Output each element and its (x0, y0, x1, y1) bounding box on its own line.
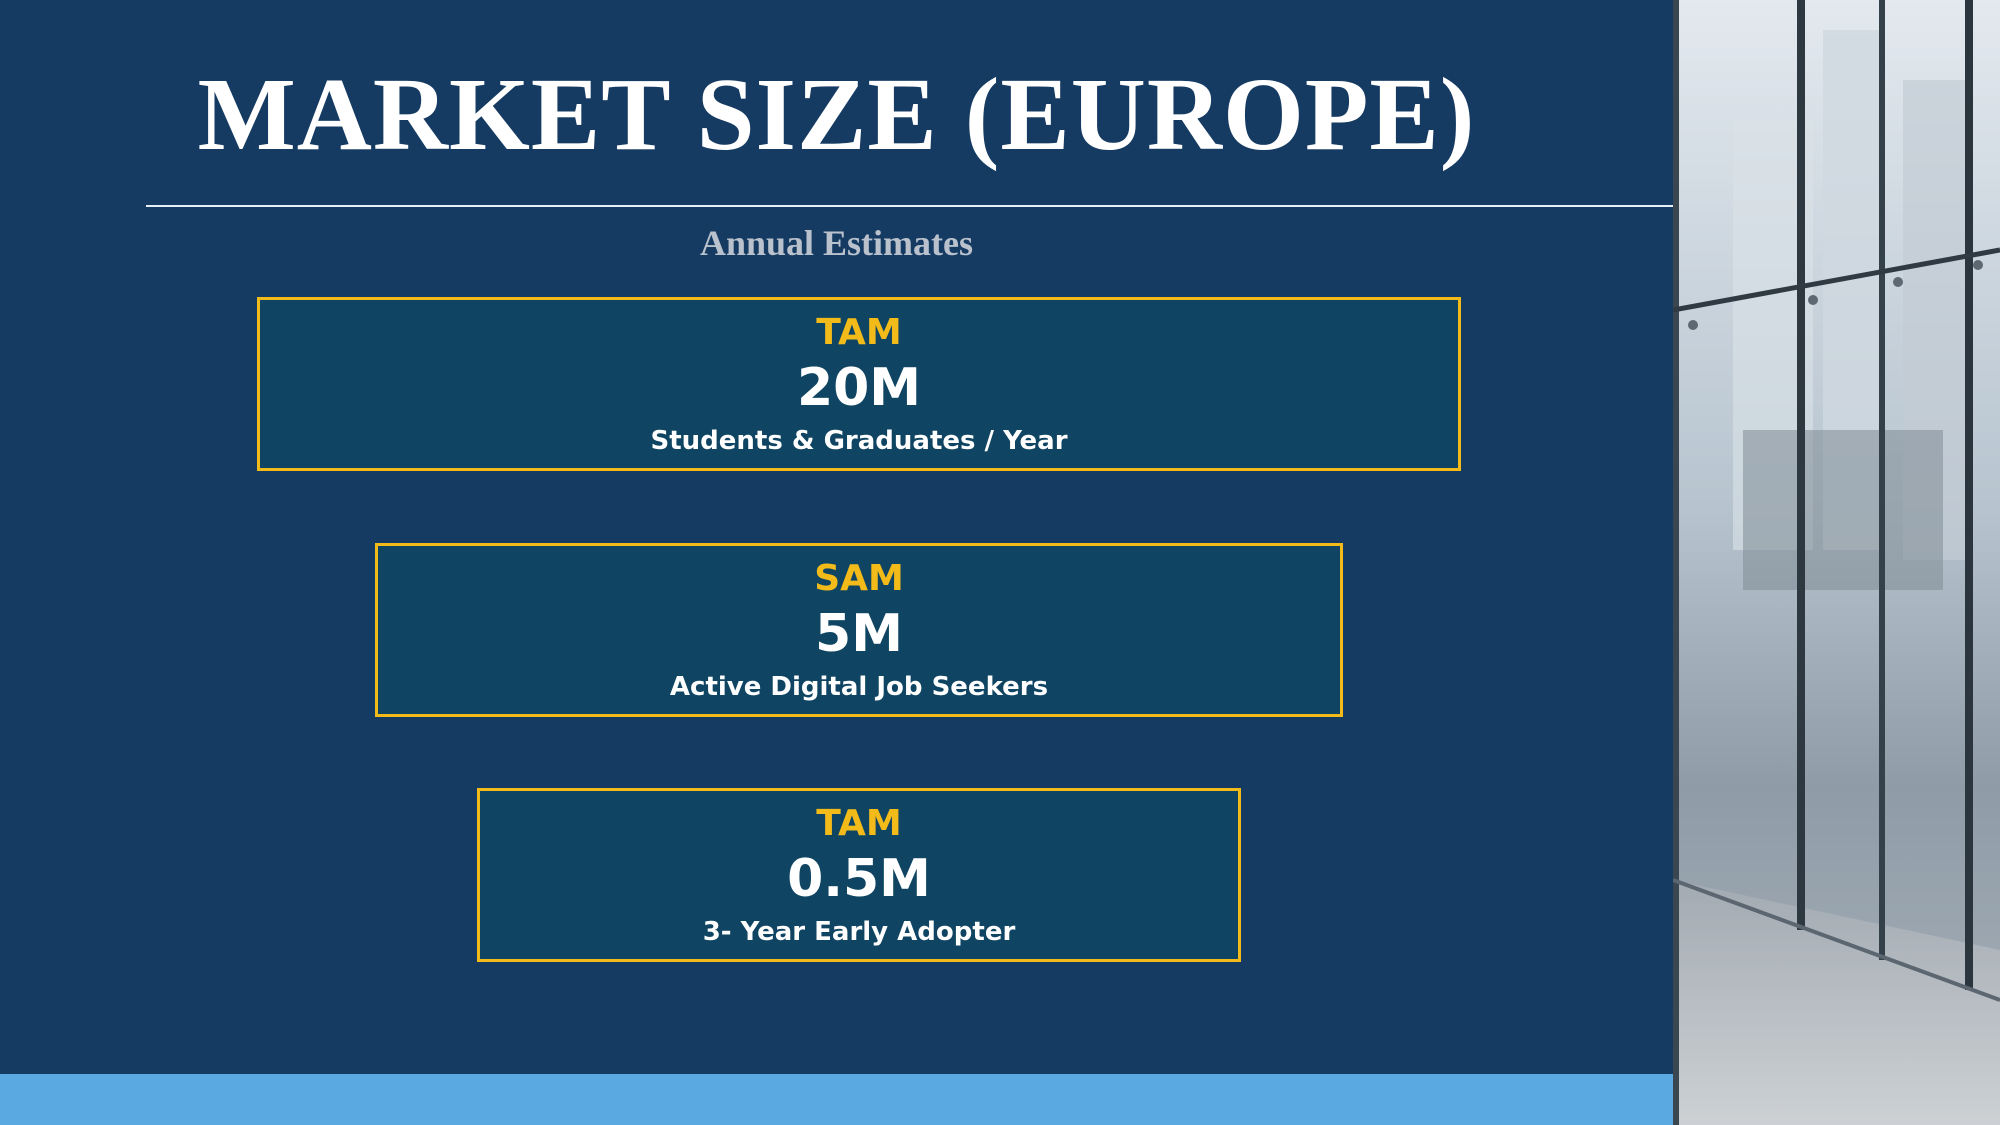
market-box-som: TAM 0.5M 3- Year Early Adopter (477, 788, 1241, 962)
market-box-value: 0.5M (787, 849, 931, 909)
market-box-label: TAM (816, 803, 902, 844)
market-box-description: Active Digital Job Seekers (669, 672, 1049, 702)
market-box-sam: SAM 5M Active Digital Job Seekers (375, 543, 1343, 717)
market-box-value: 5M (815, 604, 903, 664)
market-box-description: 3- Year Early Adopter (702, 917, 1016, 947)
market-box-value: 20M (796, 358, 922, 418)
glass-building-image (1673, 0, 2000, 1125)
market-box-description: Students & Graduates / Year (650, 426, 1068, 456)
market-box-label: SAM (814, 558, 904, 599)
market-box-tam: TAM 20M Students & Graduates / Year (257, 297, 1461, 471)
slide-main-area: MARKET SIZE (EUROPE) Annual Estimates TA… (0, 57, 1673, 1125)
glass-building-photo (1673, 0, 2000, 1125)
title-divider (146, 205, 1673, 207)
slide-subtitle: Annual Estimates (699, 223, 974, 263)
slide-title: MARKET SIZE (EUROPE) (197, 57, 1476, 172)
market-box-label: TAM (816, 312, 902, 353)
bottom-accent-bar (0, 1074, 1673, 1125)
